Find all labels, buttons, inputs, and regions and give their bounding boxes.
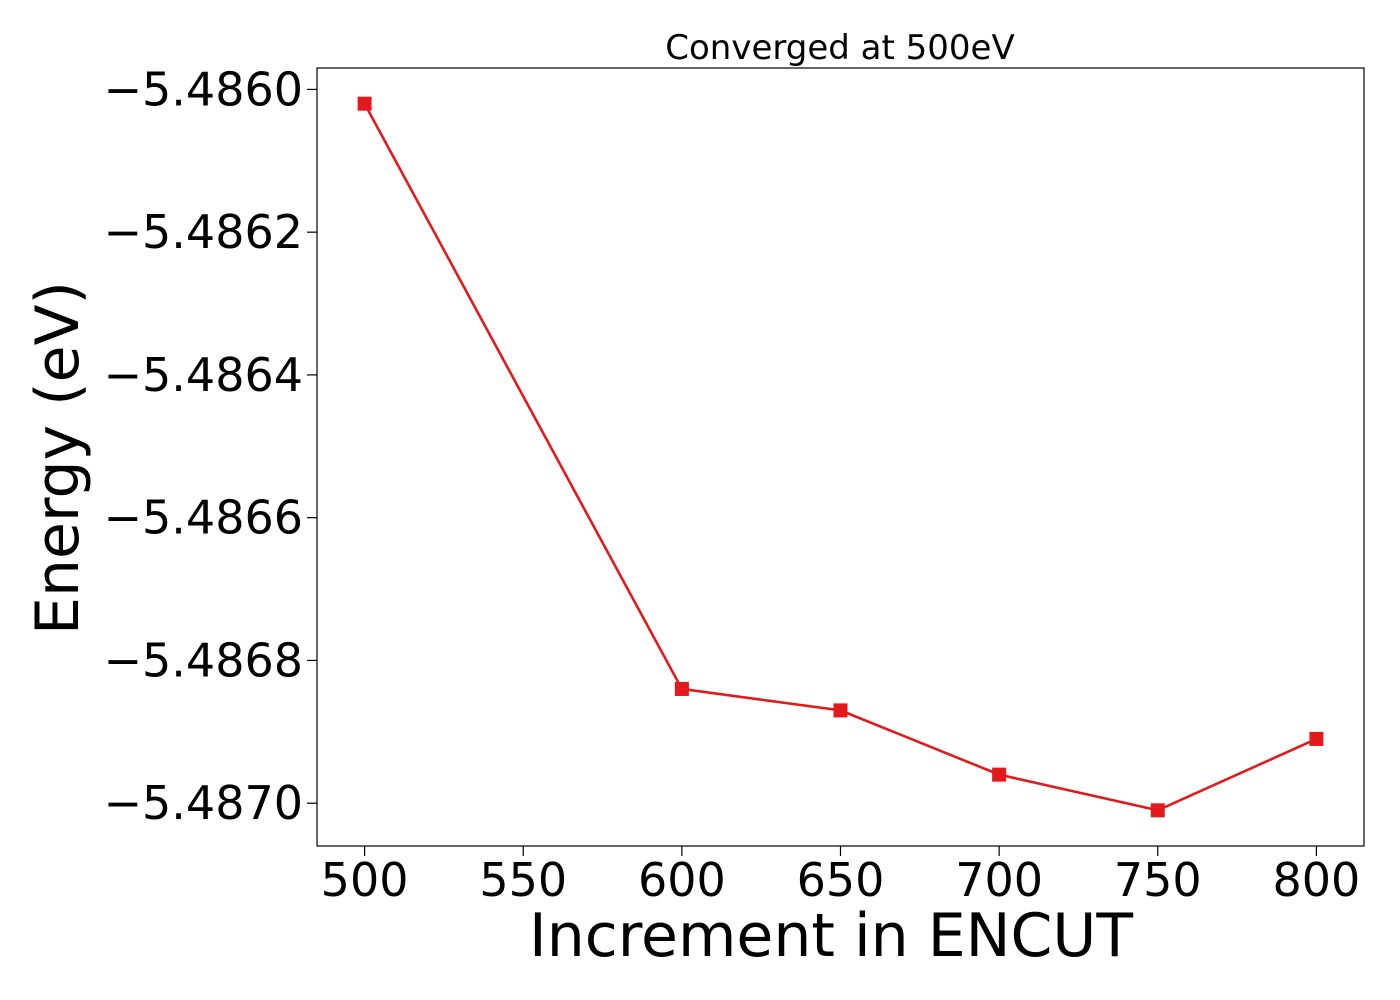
x-tick-label: 500 bbox=[321, 853, 409, 907]
series-line bbox=[363, 103, 1317, 812]
x-tick-label: 550 bbox=[479, 853, 567, 907]
y-tick-label: −5.4862 bbox=[104, 205, 304, 259]
data-point-marker bbox=[1309, 731, 1324, 746]
y-tick-label: −5.4870 bbox=[104, 776, 304, 830]
data-point-marker bbox=[1150, 803, 1165, 818]
x-tick-label: 600 bbox=[638, 853, 726, 907]
plot-area-frame bbox=[316, 67, 1365, 847]
x-tick-label: 700 bbox=[955, 853, 1043, 907]
x-tick-label: 750 bbox=[1114, 853, 1202, 907]
y-axis-label: Energy (eV) bbox=[23, 281, 93, 635]
x-tick-label: 800 bbox=[1273, 853, 1361, 907]
x-axis-ticks: 500 550 600 650 700 750 800 bbox=[321, 846, 1361, 907]
series-layer bbox=[357, 96, 1324, 818]
y-tick-label: −5.4866 bbox=[104, 491, 304, 545]
x-tick-label: 650 bbox=[797, 853, 885, 907]
data-point-marker bbox=[992, 767, 1007, 782]
x-axis-label: Increment in ENCUT bbox=[529, 901, 1133, 971]
y-tick-label: −5.4860 bbox=[104, 62, 304, 116]
data-point-marker bbox=[357, 96, 372, 111]
y-tick-label: −5.4864 bbox=[104, 348, 304, 402]
data-point-marker bbox=[674, 681, 689, 696]
y-tick-label: −5.4868 bbox=[104, 633, 304, 687]
chart-title: Converged at 500eV bbox=[665, 28, 1014, 68]
y-axis-ticks: −5.4870 −5.4868 −5.4866 −5.4864 −5.4862 −5.48… bbox=[104, 62, 317, 830]
data-point-marker bbox=[833, 703, 848, 718]
